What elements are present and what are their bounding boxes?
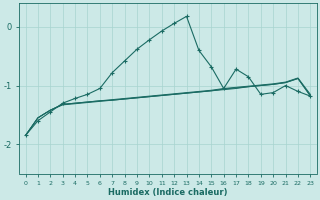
- X-axis label: Humidex (Indice chaleur): Humidex (Indice chaleur): [108, 188, 228, 197]
